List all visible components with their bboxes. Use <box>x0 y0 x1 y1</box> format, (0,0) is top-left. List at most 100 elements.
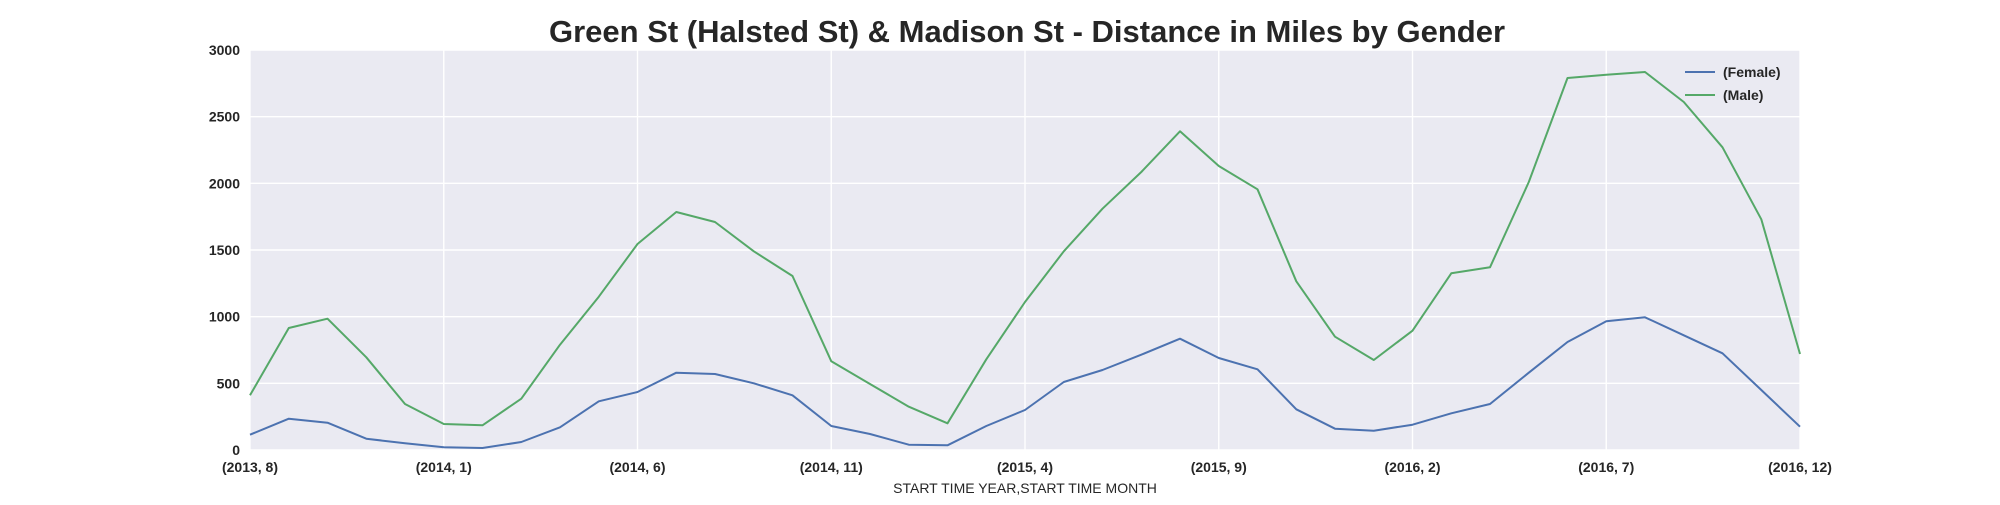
data-point <box>984 424 989 429</box>
x-axis-label: START TIME YEAR,START TIME MONTH <box>893 480 1157 496</box>
y-tick-label: 2500 <box>209 109 240 125</box>
x-tick-label: (2016, 7) <box>1578 459 1634 475</box>
data-point <box>403 441 408 446</box>
data-point <box>713 372 718 377</box>
x-tick-label: (2014, 1) <box>416 459 472 475</box>
data-point <box>1061 249 1066 254</box>
data-point <box>596 294 601 299</box>
x-tick-label: (2016, 12) <box>1768 459 1832 475</box>
data-point <box>906 442 911 447</box>
data-point <box>751 249 756 254</box>
data-point <box>480 423 485 428</box>
data-point <box>286 326 291 331</box>
legend: (Female) (Male) <box>1685 64 1781 103</box>
data-point <box>519 396 524 401</box>
data-point <box>868 382 873 387</box>
data-point <box>1759 388 1764 393</box>
data-point <box>945 421 950 426</box>
data-point <box>984 357 989 362</box>
data-point <box>1255 187 1260 192</box>
data-point <box>248 432 253 437</box>
data-point <box>1178 129 1183 134</box>
data-point <box>1798 352 1803 357</box>
series-line <box>249 71 1801 427</box>
data-point <box>1294 279 1299 284</box>
data-point <box>441 422 446 427</box>
data-point <box>1178 336 1183 341</box>
y-tick-label: 500 <box>217 375 241 391</box>
data-point <box>1798 424 1803 429</box>
data-point <box>480 446 485 451</box>
series-line <box>249 316 1801 449</box>
x-tick-label: (2015, 4) <box>997 459 1053 475</box>
data-point <box>1255 367 1260 372</box>
data-point <box>1526 370 1531 375</box>
x-tick-label: (2014, 11) <box>800 459 863 475</box>
data-point <box>1023 408 1028 413</box>
data-point <box>674 210 679 215</box>
data-point <box>364 436 369 441</box>
data-point <box>558 425 563 430</box>
data-point <box>635 390 640 395</box>
data-point <box>558 342 563 347</box>
data-point <box>1216 356 1221 361</box>
y-tick-label: 1500 <box>209 242 240 258</box>
data-point <box>906 404 911 409</box>
data-point <box>1526 180 1531 185</box>
data-point <box>1565 76 1570 81</box>
legend-label: (Female) <box>1723 64 1781 80</box>
series-group <box>248 315 1803 451</box>
series-lines <box>248 70 1803 451</box>
data-point <box>1720 145 1725 150</box>
data-point <box>325 420 330 425</box>
data-point <box>1333 334 1338 339</box>
data-point <box>829 424 834 429</box>
data-point <box>1488 265 1493 270</box>
data-point <box>1371 428 1376 433</box>
data-point <box>325 316 330 321</box>
data-point <box>1061 380 1066 385</box>
data-point <box>790 393 795 398</box>
data-point <box>1023 300 1028 305</box>
data-point <box>1604 72 1609 77</box>
data-point <box>1488 402 1493 407</box>
x-tick-label: (2015, 9) <box>1191 459 1247 475</box>
data-point <box>1720 351 1725 356</box>
data-point <box>674 370 679 375</box>
data-point <box>1449 271 1454 276</box>
data-point <box>829 359 834 364</box>
chart-title: Green St (Halsted St) & Madison St - Dis… <box>549 14 1505 49</box>
data-point <box>1139 170 1144 175</box>
data-point <box>1643 315 1648 320</box>
series-group <box>249 70 1803 428</box>
data-point <box>286 416 291 421</box>
x-tick-label: (2014, 6) <box>609 459 665 475</box>
y-tick-label: 3000 <box>209 42 240 58</box>
data-point <box>635 242 640 247</box>
data-point <box>1643 70 1648 75</box>
data-point <box>596 399 601 404</box>
data-point <box>1410 422 1415 427</box>
data-point <box>519 440 524 445</box>
data-point <box>1294 407 1299 412</box>
y-tick-label: 2000 <box>209 175 240 191</box>
data-point <box>441 445 446 450</box>
data-point <box>945 443 950 448</box>
y-tick-labels: 0 500 1000 1500 2000 2500 3000 <box>209 42 240 458</box>
data-point <box>1139 352 1144 357</box>
data-point <box>790 274 795 279</box>
data-point <box>1681 333 1686 338</box>
data-point <box>1100 368 1105 373</box>
data-point <box>1333 426 1338 431</box>
data-point <box>1410 328 1415 333</box>
data-point <box>751 381 756 386</box>
y-tick-label: 0 <box>232 442 240 458</box>
data-point <box>1100 206 1105 211</box>
data-point <box>1449 411 1454 416</box>
data-point <box>1565 340 1570 345</box>
legend-label: (Male) <box>1723 87 1763 103</box>
data-point <box>364 355 369 360</box>
x-tick-labels: (2013, 8) (2014, 1) (2014, 6) (2014, 11) (20… <box>222 459 1832 475</box>
